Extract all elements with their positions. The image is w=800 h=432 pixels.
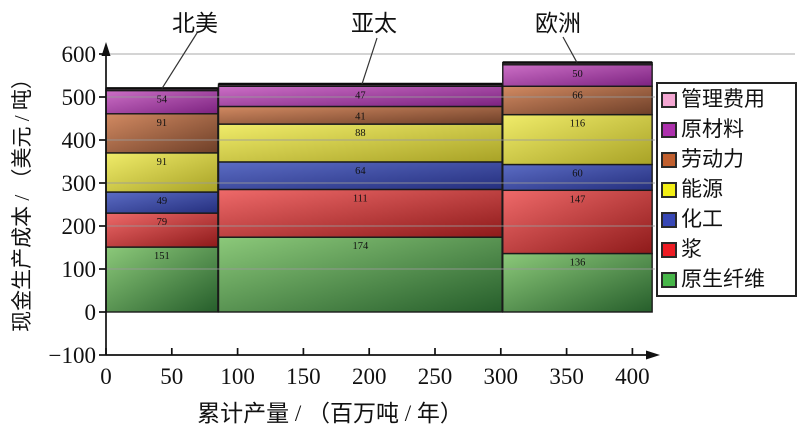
legend-swatch-icon [661,181,677,198]
x-tick-label: 250 [418,364,453,389]
segment-value-label: 64 [355,166,366,177]
y-tick-label: −100 [49,343,96,368]
segment-value-label: 91 [157,157,168,168]
segment-value-label: 60 [572,169,583,180]
legend-item-label: 管理费用 [681,87,765,111]
bar-segment-劳动力 [502,85,653,116]
bar-segment-原生纤维 [105,246,219,313]
legend-item-label: 原材料 [681,117,744,141]
y-tick-label: 100 [62,257,97,282]
legend-swatch-icon [661,271,677,288]
bar-segment-浆 [217,188,503,238]
segment-value-label: 41 [355,111,366,122]
y-tick-label: 400 [62,128,97,153]
x-tick-label: 350 [549,364,584,389]
legend-swatch-icon [661,91,677,108]
segment-value-label: 47 [355,90,366,101]
segment-value-label: 147 [570,194,586,205]
segment-value-label: 136 [570,258,586,269]
bar-segment-原生纤维 [217,236,503,313]
leader-lines [161,32,578,89]
segment-value-label: 54 [157,95,168,106]
gridlines [106,53,795,270]
legend-item-原材料: 原材料 [661,119,792,140]
region-label-europe: 欧洲 [535,11,581,36]
legend-item-劳动力: 劳动力 [661,149,792,170]
x-tick-label: 50 [160,364,183,389]
bars [105,61,653,313]
legend-item-能源: 能源 [661,179,792,200]
x-tick-label: 100 [220,364,255,389]
segment-value-label: 79 [157,217,168,228]
legend-item-label: 劳动力 [681,147,744,171]
y-tick-label: 200 [62,214,97,239]
legend-swatch-icon [661,241,677,258]
x-ticks: 0 50 100 150 200 250 300 350 400 [100,348,650,389]
x-axis-title: 累计产量 / （百万吨 / 年） [197,401,463,426]
segment-value-label: 151 [154,251,170,262]
bar-segment-浆 [105,212,219,248]
segment-value-label: 91 [157,118,168,129]
region-label-north-america: 北美 [172,11,218,36]
legend-item-管理费用: 管理费用 [661,89,792,110]
bar-segment-劳动力 [105,113,219,154]
legend-item-label: 浆 [681,237,702,261]
y-tick-label: 0 [85,300,97,325]
leader-line [562,36,578,63]
legend-swatch-icon [661,151,677,168]
y-tick-label: 300 [62,171,97,196]
segment-value-label: 174 [352,241,369,252]
segment-value-labels: 151 79 49 91 91 54 174 111 64 88 41 47 136 147 60 116 66… [154,69,585,269]
segment-value-label: 88 [355,128,366,139]
axes [101,42,660,360]
y-axis-title: 现金生产成本 / （美元 / 吨） [10,68,34,332]
legend-item-原生纤维: 原生纤维 [661,269,792,290]
segment-value-label: 116 [570,119,585,130]
x-tick-label: 150 [286,364,321,389]
y-ticks: 600 500 400 300 200 100 0 −100 [49,42,106,368]
x-axis-arrow [646,350,660,360]
legend-item-化工: 化工 [661,209,792,230]
legend-item-浆: 浆 [661,239,792,260]
y-tick-label: 500 [62,85,97,110]
region-label-asia-pacific: 亚太 [351,11,397,36]
legend-item-label: 原生纤维 [681,267,765,291]
x-tick-label: 200 [352,364,387,389]
y-tick-label: 600 [62,42,97,67]
legend-item-label: 能源 [681,177,723,201]
leader-line [361,37,378,85]
legend-swatch-icon [661,211,677,228]
bar-segment-能源 [217,123,503,163]
x-tick-label: 300 [484,364,519,389]
x-tick-label: 0 [100,364,112,389]
segment-value-label: 49 [157,196,168,207]
bar-segment-原生纤维 [502,252,653,313]
bar-segment-能源 [105,152,219,193]
leader-line [161,32,198,89]
y-axis-arrow [101,42,111,56]
legend-item-label: 化工 [681,207,723,231]
segment-value-label: 50 [572,69,583,80]
legend: 管理费用原材料劳动力能源化工浆原生纤维 [656,82,797,297]
legend-swatch-icon [661,121,677,138]
segment-value-label: 111 [353,193,368,204]
segment-value-label: 66 [572,90,583,101]
bar-欧洲 [502,61,653,313]
bar-segment-化工 [217,161,503,191]
bar-北美 [105,87,219,313]
bar-亚太 [217,82,503,313]
x-tick-label: 400 [615,364,650,389]
bar-segment-化工 [502,163,653,192]
